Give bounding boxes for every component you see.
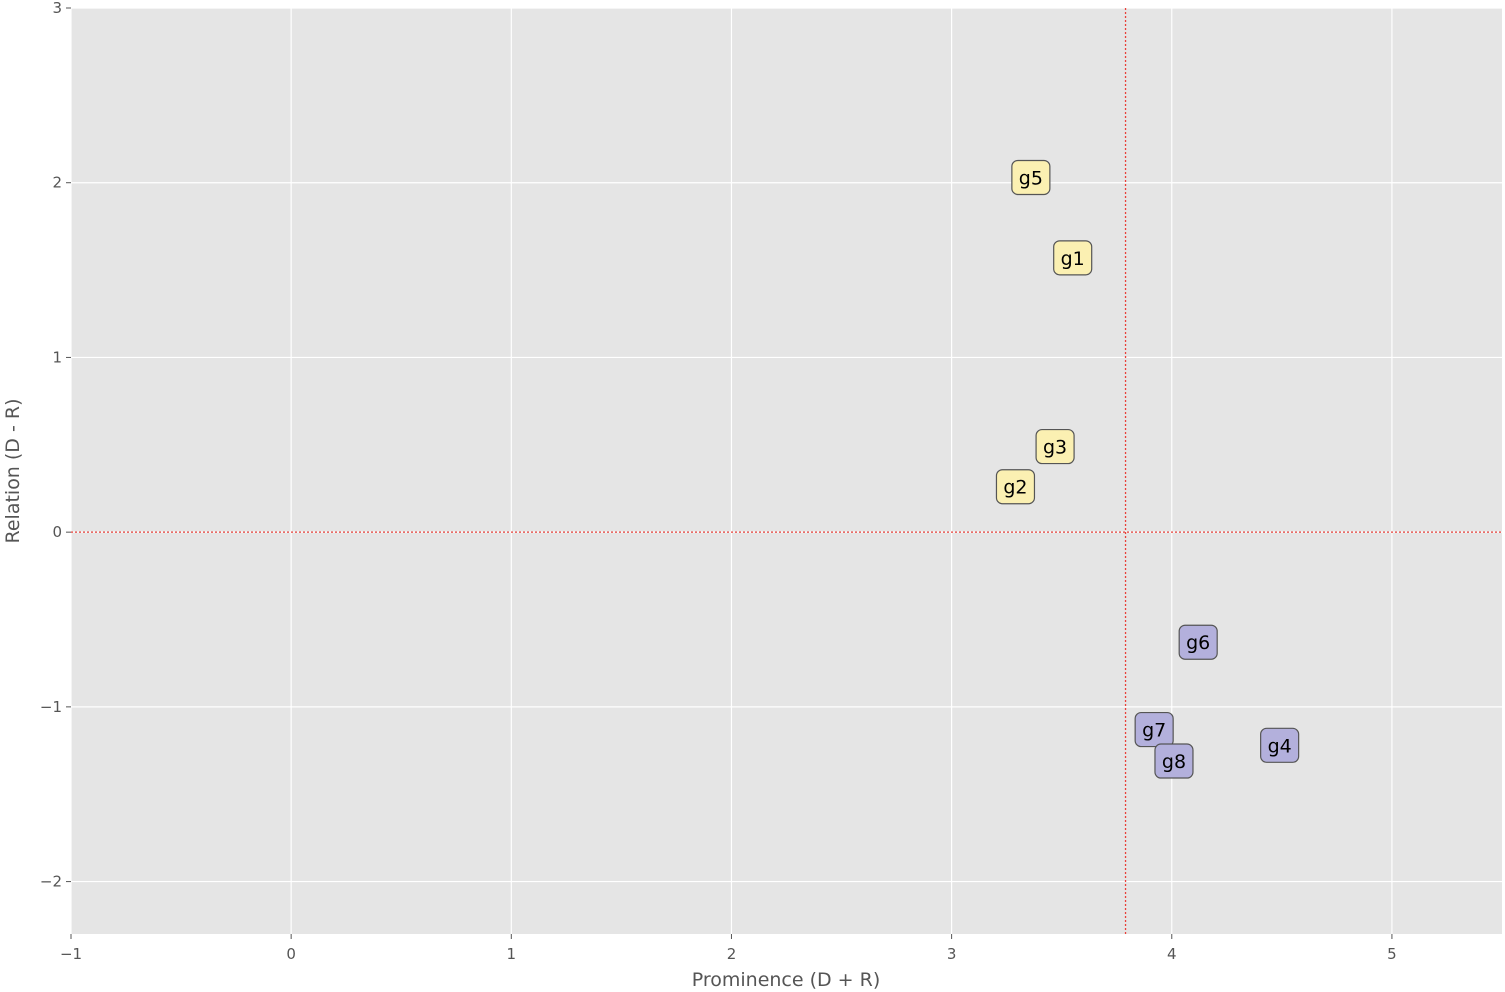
x-axis-ticks: −1 0 1 2 3 4 5 [60,934,1397,963]
y-tick-label: −2 [40,873,62,891]
data-point-g1 [1053,240,1093,276]
x-axis-label: Prominence (D + R) [692,969,881,991]
x-tick-label: 3 [947,945,957,963]
data-points: g1 g2 g3 g4 g5 g6 g7 g8 [995,159,1300,779]
data-label-g4: g4 [1268,735,1292,757]
data-point-g3 [1035,428,1075,465]
data-point-g8 [1154,743,1194,779]
y-tick-label: −1 [40,698,62,716]
data-label-g7: g7 [1142,720,1166,742]
data-label-g6: g6 [1186,632,1210,654]
data-point-g6 [1178,624,1218,660]
x-tick-label: 1 [507,945,517,963]
reference-lines [71,8,1502,934]
data-label-g1: g1 [1061,248,1085,270]
x-tick-label: −1 [60,945,82,963]
data-label-g8: g8 [1162,751,1186,773]
y-tick-label: 1 [52,348,62,366]
y-tick-label: 0 [52,523,62,541]
y-axis-ticks: −2 −1 0 1 2 3 [40,0,71,891]
x-tick-label: 2 [727,945,737,963]
data-label-g5: g5 [1019,167,1043,189]
data-label-g3: g3 [1043,437,1067,459]
plot-background [71,8,1502,934]
y-tick-label: 2 [52,174,62,192]
data-point-g7 [1134,711,1174,748]
data-point-g4 [1260,727,1300,763]
data-label-g2: g2 [1003,477,1027,499]
data-point-g2 [995,469,1036,505]
x-tick-label: 4 [1167,945,1177,963]
y-axis-label: Relation (D - R) [2,399,24,544]
x-tick-label: 0 [286,945,296,963]
y-tick-label: 3 [52,0,62,17]
x-tick-label: 5 [1387,945,1397,963]
data-point-g5 [1011,159,1051,196]
